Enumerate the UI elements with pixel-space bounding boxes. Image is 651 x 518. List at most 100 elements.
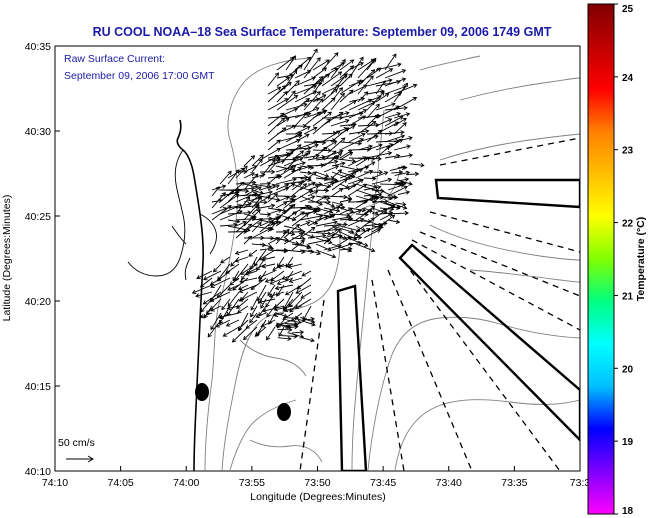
current-vector-arrow: [275, 183, 290, 191]
current-vector-arrow: [249, 312, 258, 324]
current-vector-arrow: [250, 298, 258, 311]
current-vector-arrow: [259, 169, 276, 175]
current-vector-arrow: [291, 150, 305, 161]
current-vector-arrow: [307, 215, 329, 227]
current-vector-arrow: [267, 112, 285, 127]
colorbar-ticks: 25 24 23 22 21 20 19 18: [614, 3, 634, 517]
current-vector-arrow: [210, 305, 222, 312]
current-vector-arrow: [215, 319, 231, 328]
current-vector-arrow: [267, 220, 279, 233]
current-vector-arrow: [384, 115, 404, 127]
current-vector-arrow: [323, 155, 339, 167]
current-vector-arrow: [366, 114, 379, 127]
current-vector-arrow: [339, 207, 353, 215]
current-vector-arrow: [283, 156, 300, 173]
current-vector-arrow: [251, 199, 268, 205]
current-vector-arrow: [260, 298, 267, 309]
current-vector-arrow: [388, 195, 399, 200]
current-vector-arrow: [291, 211, 305, 221]
current-vector-arrow: [347, 237, 369, 247]
current-vector-arrow: [312, 67, 328, 79]
contour-offshore-2: [429, 224, 580, 261]
current-vector-arrow: [371, 177, 393, 185]
current-vector-arrow: [243, 218, 264, 233]
y-tick-label: 40:15: [25, 381, 51, 393]
current-vector-arrow: [393, 136, 413, 143]
current-vector-arrow: [321, 52, 339, 71]
current-vector-arrow: [235, 196, 251, 215]
colorbar-tick-label: 20: [622, 364, 634, 375]
current-vector-arrow: [315, 249, 337, 259]
current-vector-arrow: [331, 161, 346, 167]
current-vector-arrow: [199, 277, 213, 288]
current-vector-arrow: [239, 277, 258, 284]
current-vector-arrow: [243, 326, 258, 341]
current-vector-arrow: [307, 233, 327, 239]
current-vector-arrow: [366, 91, 385, 111]
current-vector-arrow: [357, 59, 376, 79]
figure-title: RU COOL NOAA–18 Sea Surface Temperature:…: [93, 25, 552, 39]
current-vector-arrow: [276, 91, 288, 103]
current-vector-arrow: [299, 195, 316, 203]
current-vector-arrow: [375, 105, 400, 119]
current-vector-arrow: [266, 305, 276, 318]
contour-offshore-3: [469, 269, 580, 283]
current-vector-arrow: [264, 277, 276, 283]
current-vector-arrow: [267, 127, 287, 143]
current-vector-arrow: [394, 170, 411, 176]
current-vector-arrow: [288, 277, 303, 284]
current-vector-arrow: [295, 284, 312, 294]
contour-offshore-1: [439, 133, 580, 161]
current-vector-arrow: [347, 178, 364, 191]
current-vector-arrow: [283, 167, 302, 179]
current-vector-arrow: [331, 187, 344, 197]
x-tick-label: 73:55: [239, 477, 265, 489]
contour-shelf-2: [221, 169, 401, 471]
current-vector-arrow: [387, 185, 408, 197]
current-vector-arrow: [273, 305, 294, 312]
x-tick-label: 73:3: [570, 477, 591, 489]
current-vector-arrow: [301, 270, 312, 277]
current-vector-arrow: [331, 169, 343, 179]
current-vector-arrow: [283, 149, 294, 161]
current-vector-arrow: [269, 277, 285, 285]
current-vector-arrow: [219, 189, 235, 203]
current-vector-arrow: [315, 195, 331, 201]
current-vector-arrow: [259, 203, 276, 209]
current-vector-arrow: [274, 284, 294, 291]
current-vector-arrow: [357, 121, 377, 135]
current-vector-arrow: [323, 175, 335, 181]
current-vector-arrow: [219, 193, 240, 209]
current-vector-arrow: [339, 236, 353, 245]
dashed-line-5: [411, 239, 580, 331]
contour-shelf-1: [204, 57, 311, 471]
y-tick-label: 40:10: [25, 466, 51, 478]
current-vector-arrow: [234, 256, 249, 263]
current-vector-arrow: [257, 270, 276, 279]
current-vector-arrow: [312, 94, 327, 103]
contour-nearshore-2: [239, 339, 307, 377]
current-vector-arrow: [277, 327, 293, 333]
current-vector-arrow: [323, 201, 336, 208]
y-tick-label: 40:30: [25, 126, 51, 138]
current-vector-arrow: [363, 185, 382, 191]
current-vector-arrow: [267, 193, 279, 203]
current-vector-arrow: [227, 284, 240, 291]
current-vector-arrow: [259, 195, 271, 203]
colorbar-tick-label: 19: [622, 437, 634, 448]
current-vector-arrow: [348, 62, 364, 71]
current-vector-arrow: [330, 137, 346, 151]
current-vector-arrow: [237, 305, 249, 314]
current-vector-arrow: [300, 291, 312, 299]
dashed-line-6: [419, 231, 580, 297]
current-vector-arrow: [229, 277, 240, 286]
current-vector-arrow: [267, 85, 287, 103]
current-vector-arrow: [243, 186, 262, 197]
current-vector-arrow: [225, 319, 240, 327]
current-vector-arrow: [211, 192, 226, 209]
current-vector-arrow: [339, 65, 355, 79]
current-vector-arrow: [277, 336, 292, 341]
current-vector-arrow: [232, 270, 240, 282]
current-vector-arrow: [299, 226, 316, 239]
